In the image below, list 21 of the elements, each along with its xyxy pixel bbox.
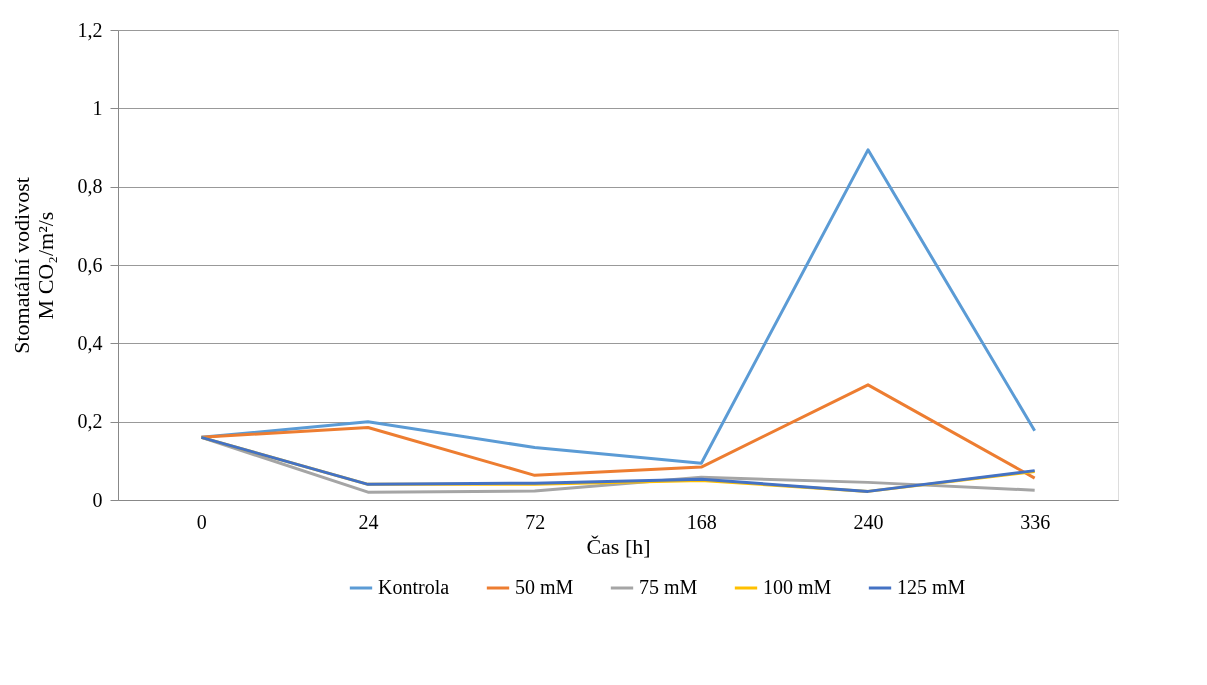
legend-label: 50 mM — [515, 576, 574, 598]
y-tick-label: 0,8 — [77, 175, 103, 198]
x-tick-label: 72 — [525, 510, 546, 533]
y-tick-label: 1 — [92, 96, 103, 119]
y-tick-label: 0,6 — [77, 253, 103, 276]
x-axis-title: Čas [h] — [586, 533, 651, 559]
y-axis-title: Stomatální vodivost M CO₂/m²/s — [8, 177, 58, 354]
y-tick-label: 1,2 — [77, 18, 103, 41]
x-tick-label: 168 — [686, 510, 717, 533]
x-tick-label: 24 — [358, 510, 379, 533]
y-tick-label: 0,4 — [77, 331, 103, 354]
y-tick-label: 0 — [92, 488, 103, 511]
x-tick-label: 240 — [853, 510, 884, 533]
y-tick-label: 0,2 — [77, 410, 103, 433]
x-tick-label: 0 — [196, 510, 207, 533]
legend-label: Kontrola — [378, 576, 450, 598]
legend-label: 100 mM — [763, 576, 832, 598]
line-series — [199, 383, 1037, 480]
x-tick-label: 336 — [1020, 510, 1051, 533]
legend-label: 75 mM — [639, 576, 698, 598]
legend-label: 125 mM — [897, 576, 966, 598]
